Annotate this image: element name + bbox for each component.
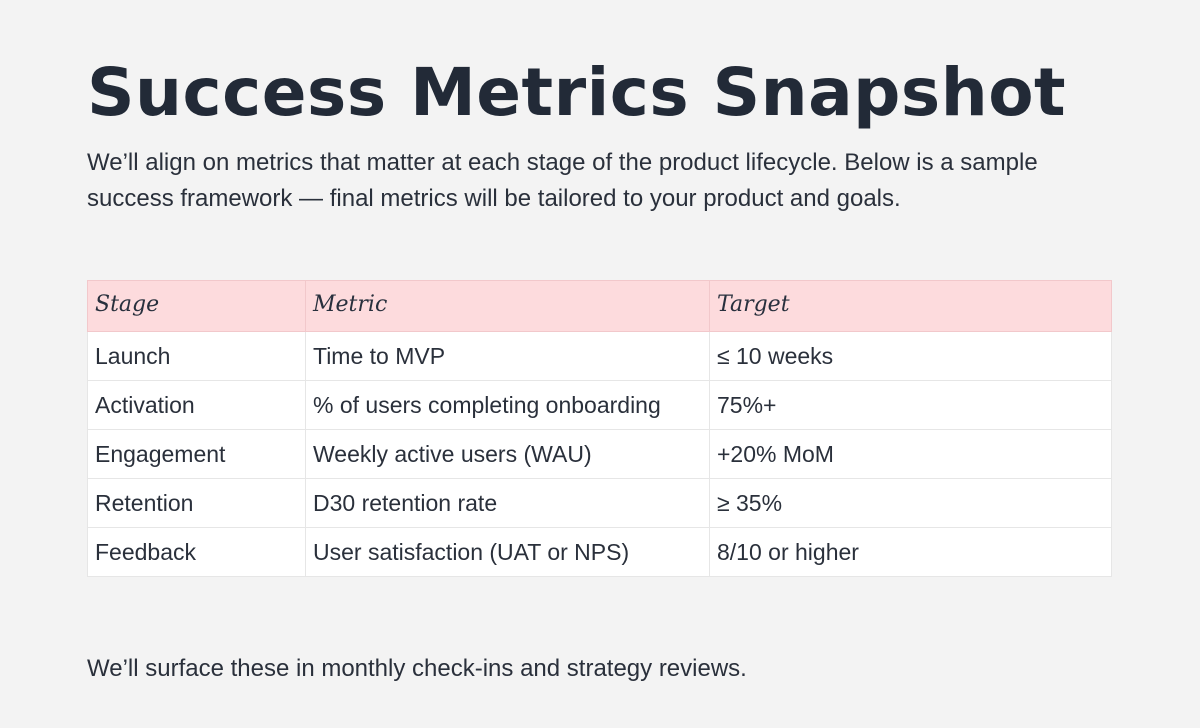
cell-stage: Engagement: [87, 429, 306, 479]
cell-metric: Weekly active users (WAU): [305, 429, 710, 479]
cell-target: 75%+: [709, 380, 1112, 430]
header-metric: Metric: [305, 280, 710, 332]
cell-metric: D30 retention rate: [305, 478, 710, 528]
table-row: Retention D30 retention rate ≥ 35%: [87, 478, 1112, 528]
cell-stage: Retention: [87, 478, 306, 528]
cell-target: +20% MoM: [709, 429, 1112, 479]
footer-note: We’ll surface these in monthly check-ins…: [87, 655, 747, 682]
intro-paragraph: We’ll align on metrics that matter at ea…: [87, 149, 1038, 212]
table-header: Stage Metric Target: [87, 280, 1112, 332]
cell-metric: Time to MVP: [305, 331, 710, 381]
table-body: Launch Time to MVP ≤ 10 weeks Activation…: [87, 331, 1112, 577]
header-stage: Stage: [87, 280, 306, 332]
table-row: Activation % of users completing onboard…: [87, 380, 1112, 430]
cell-metric: User satisfaction (UAT or NPS): [305, 527, 710, 577]
header-target: Target: [709, 280, 1112, 332]
table-row: Launch Time to MVP ≤ 10 weeks: [87, 331, 1112, 381]
cell-stage: Feedback: [87, 527, 306, 577]
cell-target: 8/10 or higher: [709, 527, 1112, 577]
cell-stage: Activation: [87, 380, 306, 430]
cell-metric: % of users completing onboarding: [305, 380, 710, 430]
cell-target: ≥ 35%: [709, 478, 1112, 528]
table-header-row: Stage Metric Target: [87, 280, 1112, 332]
cell-target: ≤ 10 weeks: [709, 331, 1112, 381]
metrics-table: Stage Metric Target Launch Time to MVP ≤…: [87, 280, 1112, 577]
page-title: Success Metrics Snapshot: [87, 54, 1067, 131]
table-row: Feedback User satisfaction (UAT or NPS) …: [87, 527, 1112, 577]
cell-stage: Launch: [87, 331, 306, 381]
table-row: Engagement Weekly active users (WAU) +20…: [87, 429, 1112, 479]
